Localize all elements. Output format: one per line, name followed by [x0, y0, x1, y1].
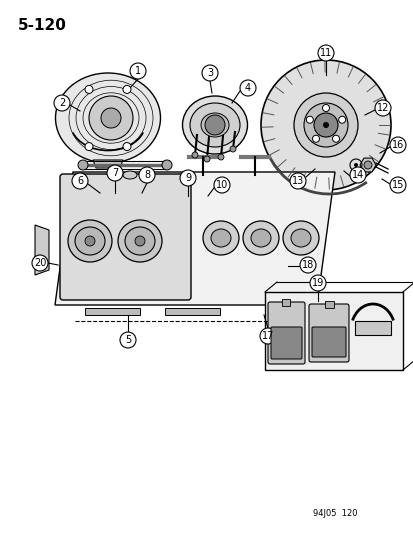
Bar: [324, 301, 333, 308]
Ellipse shape: [211, 229, 230, 247]
Circle shape: [32, 255, 48, 271]
Circle shape: [363, 161, 371, 169]
Text: 8: 8: [144, 170, 150, 180]
Circle shape: [322, 122, 328, 128]
Text: 15: 15: [391, 180, 403, 190]
Text: 12: 12: [376, 103, 388, 113]
Circle shape: [78, 160, 88, 170]
Circle shape: [317, 45, 333, 61]
Circle shape: [85, 236, 95, 246]
Ellipse shape: [290, 229, 310, 247]
Circle shape: [72, 173, 88, 189]
Text: 6: 6: [77, 176, 83, 186]
Circle shape: [180, 170, 195, 186]
Text: 20: 20: [34, 258, 46, 268]
Circle shape: [204, 156, 209, 162]
Text: 9: 9: [185, 173, 191, 183]
Text: 16: 16: [391, 140, 403, 150]
Ellipse shape: [250, 229, 271, 247]
Circle shape: [204, 115, 224, 135]
Text: 1: 1: [135, 66, 141, 76]
Circle shape: [230, 146, 235, 152]
Circle shape: [214, 177, 230, 193]
Circle shape: [313, 113, 337, 137]
Text: 2: 2: [59, 98, 65, 108]
Text: 14: 14: [351, 170, 363, 180]
Circle shape: [389, 137, 405, 153]
Text: 5: 5: [125, 335, 131, 345]
Circle shape: [260, 60, 390, 190]
FancyBboxPatch shape: [267, 302, 304, 364]
FancyBboxPatch shape: [311, 327, 345, 357]
Circle shape: [293, 93, 357, 157]
Circle shape: [120, 332, 136, 348]
Bar: [264, 292, 402, 370]
Bar: [165, 308, 219, 315]
Text: 19: 19: [311, 278, 323, 288]
Ellipse shape: [55, 73, 160, 163]
Circle shape: [130, 63, 146, 79]
FancyBboxPatch shape: [271, 327, 301, 359]
Bar: [281, 299, 289, 306]
Bar: [85, 308, 140, 315]
Ellipse shape: [123, 171, 137, 179]
Circle shape: [309, 275, 325, 291]
Text: 13: 13: [291, 176, 304, 186]
Ellipse shape: [190, 103, 240, 147]
Circle shape: [218, 154, 223, 160]
Text: 10: 10: [215, 180, 228, 190]
Polygon shape: [35, 225, 49, 275]
Bar: [354, 321, 390, 335]
Circle shape: [192, 152, 197, 158]
Circle shape: [289, 173, 305, 189]
Circle shape: [202, 65, 218, 81]
Circle shape: [89, 96, 133, 140]
Circle shape: [299, 257, 315, 273]
Polygon shape: [359, 158, 375, 172]
Circle shape: [322, 104, 329, 111]
Circle shape: [85, 85, 93, 93]
Circle shape: [303, 103, 347, 147]
Circle shape: [312, 135, 319, 142]
FancyBboxPatch shape: [308, 304, 348, 362]
Circle shape: [123, 143, 131, 151]
Text: 7: 7: [112, 168, 118, 178]
Circle shape: [374, 100, 390, 116]
Text: 94J05  120: 94J05 120: [312, 509, 356, 518]
Polygon shape: [55, 172, 334, 305]
Ellipse shape: [125, 227, 154, 255]
Circle shape: [389, 177, 405, 193]
Circle shape: [85, 143, 93, 151]
Ellipse shape: [202, 221, 238, 255]
Circle shape: [259, 328, 275, 344]
Circle shape: [123, 85, 131, 93]
Circle shape: [101, 108, 121, 128]
Circle shape: [161, 160, 171, 170]
Circle shape: [54, 95, 70, 111]
Text: 11: 11: [319, 48, 331, 58]
Polygon shape: [93, 160, 123, 168]
Ellipse shape: [68, 220, 112, 262]
Ellipse shape: [201, 113, 228, 137]
Text: 4: 4: [244, 83, 250, 93]
Circle shape: [107, 165, 123, 181]
Text: 17: 17: [261, 331, 273, 341]
Ellipse shape: [182, 96, 247, 154]
Circle shape: [139, 167, 154, 183]
Circle shape: [349, 167, 365, 183]
Circle shape: [338, 116, 345, 123]
Ellipse shape: [242, 221, 278, 255]
Circle shape: [240, 80, 255, 96]
Ellipse shape: [282, 221, 318, 255]
FancyBboxPatch shape: [60, 174, 190, 300]
Ellipse shape: [118, 220, 161, 262]
Circle shape: [332, 135, 339, 142]
Circle shape: [135, 236, 145, 246]
Circle shape: [353, 163, 357, 167]
Text: 3: 3: [206, 68, 213, 78]
Circle shape: [306, 116, 313, 123]
Text: 5-120: 5-120: [18, 18, 67, 33]
Ellipse shape: [75, 227, 105, 255]
Text: 18: 18: [301, 260, 313, 270]
